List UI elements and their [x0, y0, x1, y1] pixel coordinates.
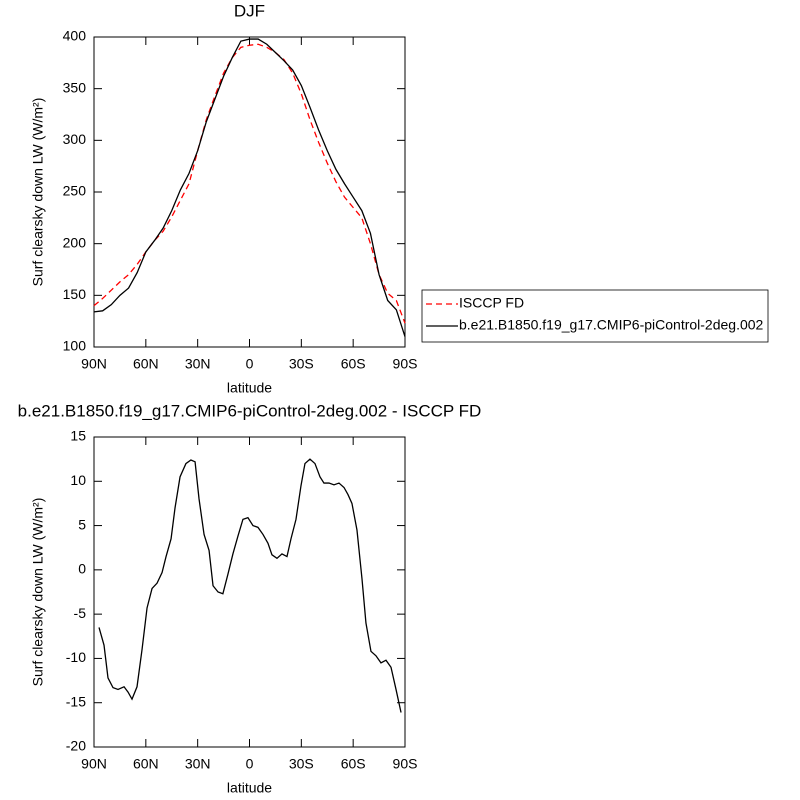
y-tick-label: 5	[78, 516, 86, 532]
plot-frame	[93, 36, 406, 348]
data-line	[98, 458, 402, 713]
y-tick-label: 250	[63, 183, 87, 199]
y-tick-label: 350	[63, 79, 87, 95]
x-axis-label: latitude	[227, 780, 272, 796]
chart-title: b.e21.B1850.f19_g17.CMIP6-piControl-2deg…	[18, 401, 482, 420]
y-tick-label: -10	[66, 649, 86, 665]
y-tick-label: 10	[70, 472, 86, 488]
legend-label: b.e21.B1850.f19_g17.CMIP6-piControl-2deg…	[459, 317, 764, 333]
data-line	[93, 38, 406, 337]
y-tick-label: 100	[63, 338, 87, 354]
x-tick-label: 60S	[341, 356, 366, 372]
legend: ISCCP FD b.e21.B1850.f19_g17.CMIP6-piCont…	[421, 289, 769, 343]
y-tick-label: 200	[63, 234, 87, 250]
x-tick-label: 30S	[289, 356, 314, 372]
chart-title: DJF	[234, 1, 265, 20]
y-tick-label: -15	[66, 693, 86, 709]
y-tick-label: 15	[70, 428, 86, 444]
data-line	[93, 43, 406, 324]
x-tick-label: 0	[246, 756, 254, 772]
y-tick-label: 150	[63, 286, 87, 302]
x-tick-label: 30N	[185, 356, 211, 372]
y-tick-label: 0	[78, 561, 86, 577]
x-tick-label: 90N	[81, 356, 107, 372]
x-tick-label: 0	[246, 356, 254, 372]
legend-label: ISCCP FD	[459, 295, 524, 311]
y-axis-label: Surf clearsky down LW (W/m²)	[30, 498, 46, 687]
x-tick-label: 90N	[81, 756, 107, 772]
y-tick-label: -5	[74, 605, 87, 621]
x-tick-label: 60S	[341, 756, 366, 772]
x-tick-label: 90S	[393, 356, 418, 372]
x-tick-label: 60N	[133, 756, 159, 772]
x-tick-label: 30N	[185, 756, 211, 772]
y-axis-label: Surf clearsky down LW (W/m²)	[30, 98, 46, 287]
legend-frame	[421, 289, 769, 343]
x-tick-label: 60N	[133, 356, 159, 372]
x-tick-label: 90S	[393, 756, 418, 772]
y-tick-label: -20	[66, 738, 86, 754]
x-tick-label: 30S	[289, 756, 314, 772]
plot-frame	[93, 436, 406, 748]
y-tick-label: 300	[63, 131, 87, 147]
x-axis-label: latitude	[227, 380, 272, 396]
y-tick-label: 400	[63, 28, 87, 44]
